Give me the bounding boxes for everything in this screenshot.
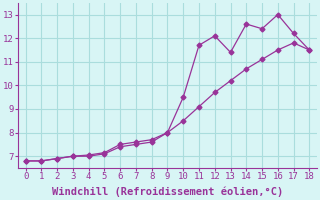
- X-axis label: Windchill (Refroidissement éolien,°C): Windchill (Refroidissement éolien,°C): [52, 187, 283, 197]
